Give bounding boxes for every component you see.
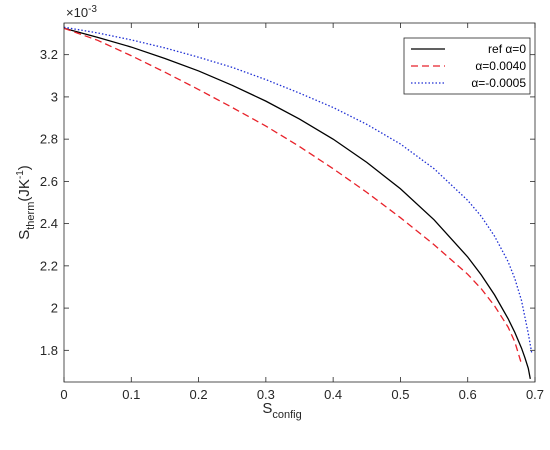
y-tick-label: 2.6 [40,174,58,189]
x-tick-label: 0.6 [459,387,477,402]
x-tick-label: 0.5 [391,387,409,402]
y-label-unit-close: ) [16,165,33,170]
series-line-2 [63,27,523,365]
x-label-base: S [262,400,272,417]
y-tick-label: 2.8 [40,132,58,147]
x-tick-label: 0.1 [122,387,140,402]
series-layer [63,26,533,379]
x-tick-label: 0.2 [190,387,208,402]
x-tick-label: 0 [60,387,67,402]
y-label-base: S [16,230,33,240]
x-tick-label: 0.4 [324,387,342,402]
series-line-1 [63,27,531,379]
series-line-3 [63,26,533,353]
y-tick-label: 2.4 [40,216,58,231]
x-tick-label: 0.7 [526,387,544,402]
y-tick-label: 2 [51,301,58,316]
x-axis-label: Sconfig [262,400,301,421]
legend-label-1: ref α=0 [488,42,526,56]
x-label-sub: config [272,409,301,421]
y-tick-label: 3 [51,89,58,104]
y-tick-label: 1.8 [40,343,58,358]
y-label-unit-open: (JK [16,179,33,202]
legend-label-2: α=0.0040 [475,59,526,73]
legend-label-3: α=-0.0005 [471,76,526,90]
y-exponent-label: ×10-3 [66,4,97,20]
axes-box [63,22,536,383]
y-axis-label: Stherm(JK-1) [15,165,37,240]
y-exponent-base: ×10 [66,5,88,20]
x-tick-label: 0.3 [257,387,275,402]
y-tick-label: 2.2 [40,258,58,273]
y-label-unit-sup: -1 [15,170,26,179]
legend: ref α=0 α=0.0040 α=-0.0005 [403,37,531,95]
axes-layer: 0 0.1 0.2 0.3 0.4 0.5 0.6 0.7 1.8 2 2.2 2.4 2.6 2.8 3 3… [40,22,544,402]
y-label-sub: therm [25,202,37,230]
y-tick-label: 3.2 [40,47,58,62]
y-exponent-power: -3 [88,4,97,15]
